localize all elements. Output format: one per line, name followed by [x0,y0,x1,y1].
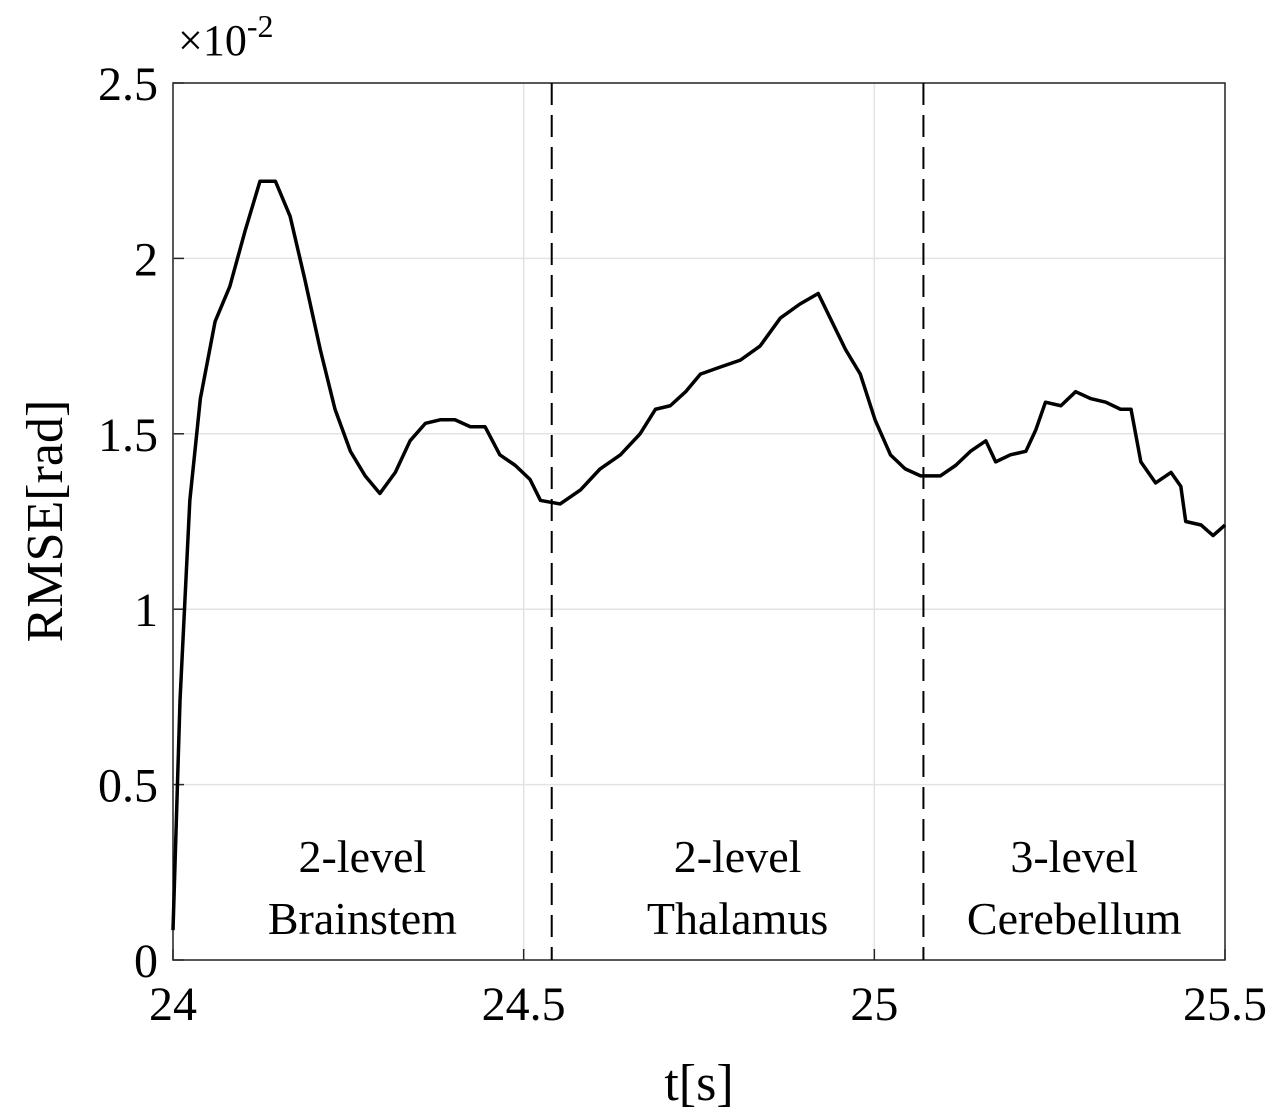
plot-frame [172,82,1226,961]
y-tick-label: 1 [134,584,158,637]
region-label: 2-level [299,831,427,882]
y-scale-label: ×10-2 [178,8,273,65]
y-tick-label: 1.5 [98,409,158,462]
x-tick-label: 25.5 [1183,978,1267,1031]
y-axis-label: RMSE[rad] [17,400,74,643]
region-label: Thalamus [647,893,828,944]
y-scale-exponent: -2 [247,8,274,44]
x-tick-label: 24.5 [482,978,566,1031]
region-label: 3-level [1010,831,1138,882]
y-scale-base: ×10 [178,16,247,65]
data-line [171,179,1227,931]
y-tick-label: 2.5 [98,58,158,111]
region-label: 2-level [674,831,802,882]
x-tick-label: 25 [850,978,898,1031]
y-tick-label: 0 [134,935,158,988]
x-tick-label: 24 [149,978,197,1031]
y-tick-label: 2 [134,233,158,286]
x-axis-label: t[s] [664,1055,733,1112]
region-label: Brainstem [268,893,457,944]
region-label: Cerebellum [967,893,1182,944]
y-tick-label: 0.5 [98,760,158,813]
